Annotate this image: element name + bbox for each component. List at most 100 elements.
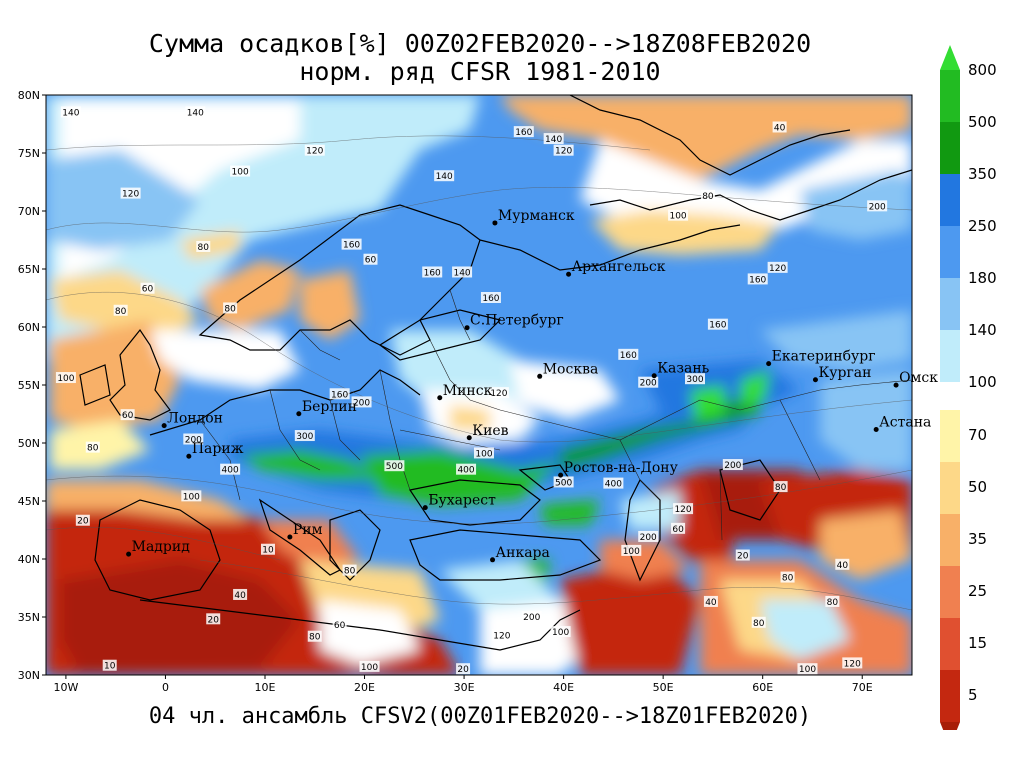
colorbar-swatch [940, 330, 960, 382]
colorbar: 800 500 350 250 180 140 100 70 50 35 25 15 5 [940, 45, 997, 730]
contour-label: 160 [515, 128, 532, 138]
contour-label: 40 [705, 598, 717, 608]
contour-label-bg [835, 558, 850, 570]
contour-label-bg [60, 106, 81, 118]
chart-title: Сумма осадков[%] 00Z02FEB2020-->18Z08FEB… [148, 29, 812, 58]
contour-label: 100 [183, 492, 200, 502]
lon-tick-label: 10W [53, 681, 78, 694]
colorbar-swatch [940, 514, 960, 566]
contour-label: 100 [232, 168, 249, 178]
contour-label: 120 [122, 190, 139, 200]
country-borders [199, 289, 912, 541]
contour-label-bg [260, 543, 275, 555]
contour-label: 40 [837, 561, 849, 571]
colorbar-max-triangle [940, 45, 960, 70]
contour-label: 140 [62, 108, 79, 118]
lon-tick-label: 10E [255, 681, 276, 694]
contour-label-bg [747, 273, 768, 285]
colorbar-swatch [940, 70, 960, 122]
lon-tick-label: 60E [752, 681, 773, 694]
contour-label: 80 [198, 243, 210, 253]
contour-label-bg [513, 126, 534, 138]
lat-tick-label: 80N [18, 89, 40, 102]
contour-label: 160 [331, 390, 348, 400]
colorbar-label: 500 [968, 113, 997, 131]
city-label: Париж [192, 441, 244, 457]
contour-label: 120 [493, 632, 510, 642]
contour-label: 40 [234, 591, 246, 601]
city-label: С.Петербург [470, 313, 564, 329]
latitude-ticks: 80N 75N 70N 65N 60N 55N 50N 45N 40N 35N 30N [18, 89, 46, 682]
contour-label-bg [521, 611, 542, 622]
city-label: Берлин [302, 399, 357, 415]
contour-label: 10 [262, 546, 274, 556]
city-marker [873, 427, 879, 433]
city-marker [466, 435, 472, 441]
contour-label: 100 [623, 547, 640, 557]
contour-label-bg [488, 387, 509, 399]
contour-label-bg [621, 544, 642, 556]
contour-label: 200 [640, 379, 657, 389]
city-marker [812, 377, 818, 383]
city-label: Анкара [496, 545, 550, 561]
contour-label-bg [618, 348, 639, 360]
ensemble-caption: 04 чл. ансамбль CFSV2(00Z01FEB2020-->18Z… [148, 704, 812, 729]
contour-label: 100 [669, 212, 686, 222]
longitude-ticks: 10W 0 10E 20E 30E 40E 50E 60E 70E [53, 675, 873, 694]
city-label: Лондон [167, 411, 223, 427]
contour-label-bg [351, 396, 372, 408]
city-label: Москва [543, 361, 599, 377]
contour-label-bg [700, 189, 715, 201]
contour-label-bg [842, 657, 863, 669]
contour-label-bg [181, 490, 202, 502]
lon-tick-label: 40E [553, 681, 574, 694]
contour-label-bg [422, 266, 443, 278]
city-label: Киев [472, 423, 508, 439]
lat-tick-label: 35N [18, 611, 40, 624]
colorbar-label: 50 [968, 478, 987, 496]
contour-label-bg [233, 588, 248, 600]
contour-label-bg [773, 481, 788, 493]
contour-label: 120 [306, 147, 323, 157]
colorbar-label: 25 [968, 582, 987, 600]
colorbar-min-triangle [940, 722, 960, 730]
contour-label-bg [223, 302, 238, 314]
contour-label-bg [456, 663, 471, 675]
contour-label-bg [473, 447, 494, 459]
city-marker [558, 472, 564, 478]
city-label: Минск [443, 383, 493, 399]
colorbar-swatch [940, 670, 960, 722]
contour-label: 200 [523, 613, 540, 623]
contour-label-bg [75, 514, 90, 526]
colorbar-label: 5 [968, 686, 978, 704]
contour-label-bg [780, 571, 795, 583]
lon-tick-label: 50E [653, 681, 674, 694]
city-marker [287, 534, 293, 540]
contour-label: 400 [222, 466, 239, 476]
contour-label: 100 [552, 628, 569, 638]
contour-label: 80 [782, 574, 794, 584]
city-marker [651, 373, 657, 379]
contour-label: 120 [490, 389, 507, 399]
contour-label: 80 [753, 619, 765, 629]
contour-label-bg [183, 433, 204, 445]
city-label: Ростов-на-Дону [564, 460, 679, 476]
city-marker [893, 382, 899, 388]
contour-label-bg [668, 209, 689, 221]
contour-label: 140 [187, 108, 204, 118]
contour-label: 120 [555, 147, 572, 157]
contour-label-bg [196, 240, 211, 252]
contour-label-bg [707, 318, 728, 330]
contour-label-bg [722, 459, 743, 471]
contour-label: 20 [208, 615, 220, 625]
contour-label: 60 [365, 256, 377, 266]
lat-tick-label: 75N [18, 147, 40, 160]
city-marker [464, 325, 470, 331]
contour-label-bg [102, 659, 117, 671]
city-label: Мурманск [498, 208, 575, 224]
contour-label: 160 [620, 351, 637, 361]
colorbar-swatch [940, 174, 960, 226]
city-marker [186, 453, 192, 459]
contour-label: 120 [844, 659, 861, 669]
city-marker [566, 271, 572, 277]
